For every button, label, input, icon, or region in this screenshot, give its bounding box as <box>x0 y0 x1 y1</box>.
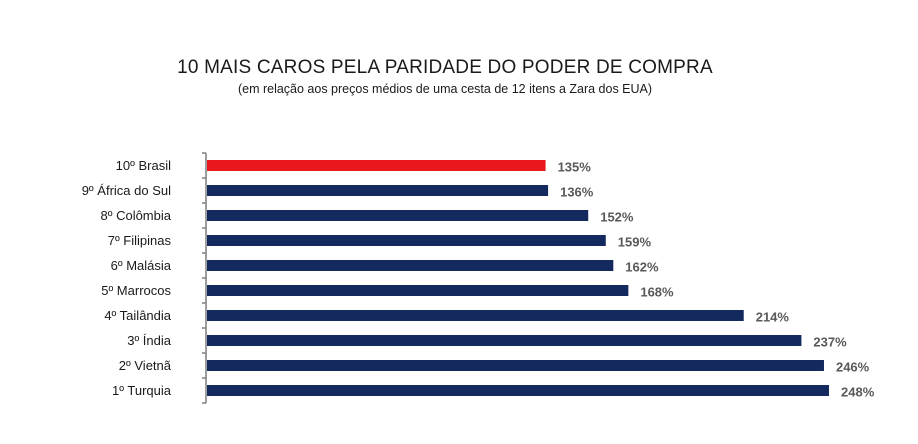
data-label: 162% <box>625 260 659 275</box>
category-label: 5º Marrocos <box>101 283 171 298</box>
category-label: 9º África do Sul <box>82 183 171 198</box>
data-label: 214% <box>756 310 790 325</box>
data-label: 237% <box>813 335 847 350</box>
data-label: 159% <box>618 235 652 250</box>
bar <box>207 310 744 321</box>
category-label: 2º Vietnã <box>119 358 172 373</box>
category-label: 3º Índia <box>127 333 172 348</box>
category-label: 6º Malásia <box>111 258 172 273</box>
chart-subtitle: (em relação aos preços médios de uma ces… <box>237 82 653 96</box>
data-label: 248% <box>841 385 875 400</box>
bar <box>207 285 629 296</box>
data-label: 152% <box>600 210 634 225</box>
category-label: 7º Filipinas <box>108 233 172 248</box>
chart-titles: 10 MAIS CAROS PELA PARIDADE DO PODER DE … <box>0 57 890 96</box>
bar <box>207 360 824 371</box>
category-label: 4º Tailândia <box>104 308 171 323</box>
data-label: 135% <box>558 160 592 175</box>
bar <box>207 335 802 346</box>
data-label: 168% <box>640 285 674 300</box>
bar <box>207 160 546 171</box>
bar <box>207 385 829 396</box>
data-label: 136% <box>560 185 594 200</box>
data-label: 246% <box>836 360 870 375</box>
chart-title: 10 MAIS CAROS PELA PARIDADE DO PODER DE … <box>177 57 713 78</box>
category-label: 1º Turquia <box>112 383 172 398</box>
category-label: 8º Colômbia <box>100 208 171 223</box>
bar <box>207 260 614 271</box>
category-label: 10º Brasil <box>116 158 171 173</box>
bar <box>207 235 606 246</box>
bar <box>207 185 549 196</box>
bar <box>207 210 589 221</box>
